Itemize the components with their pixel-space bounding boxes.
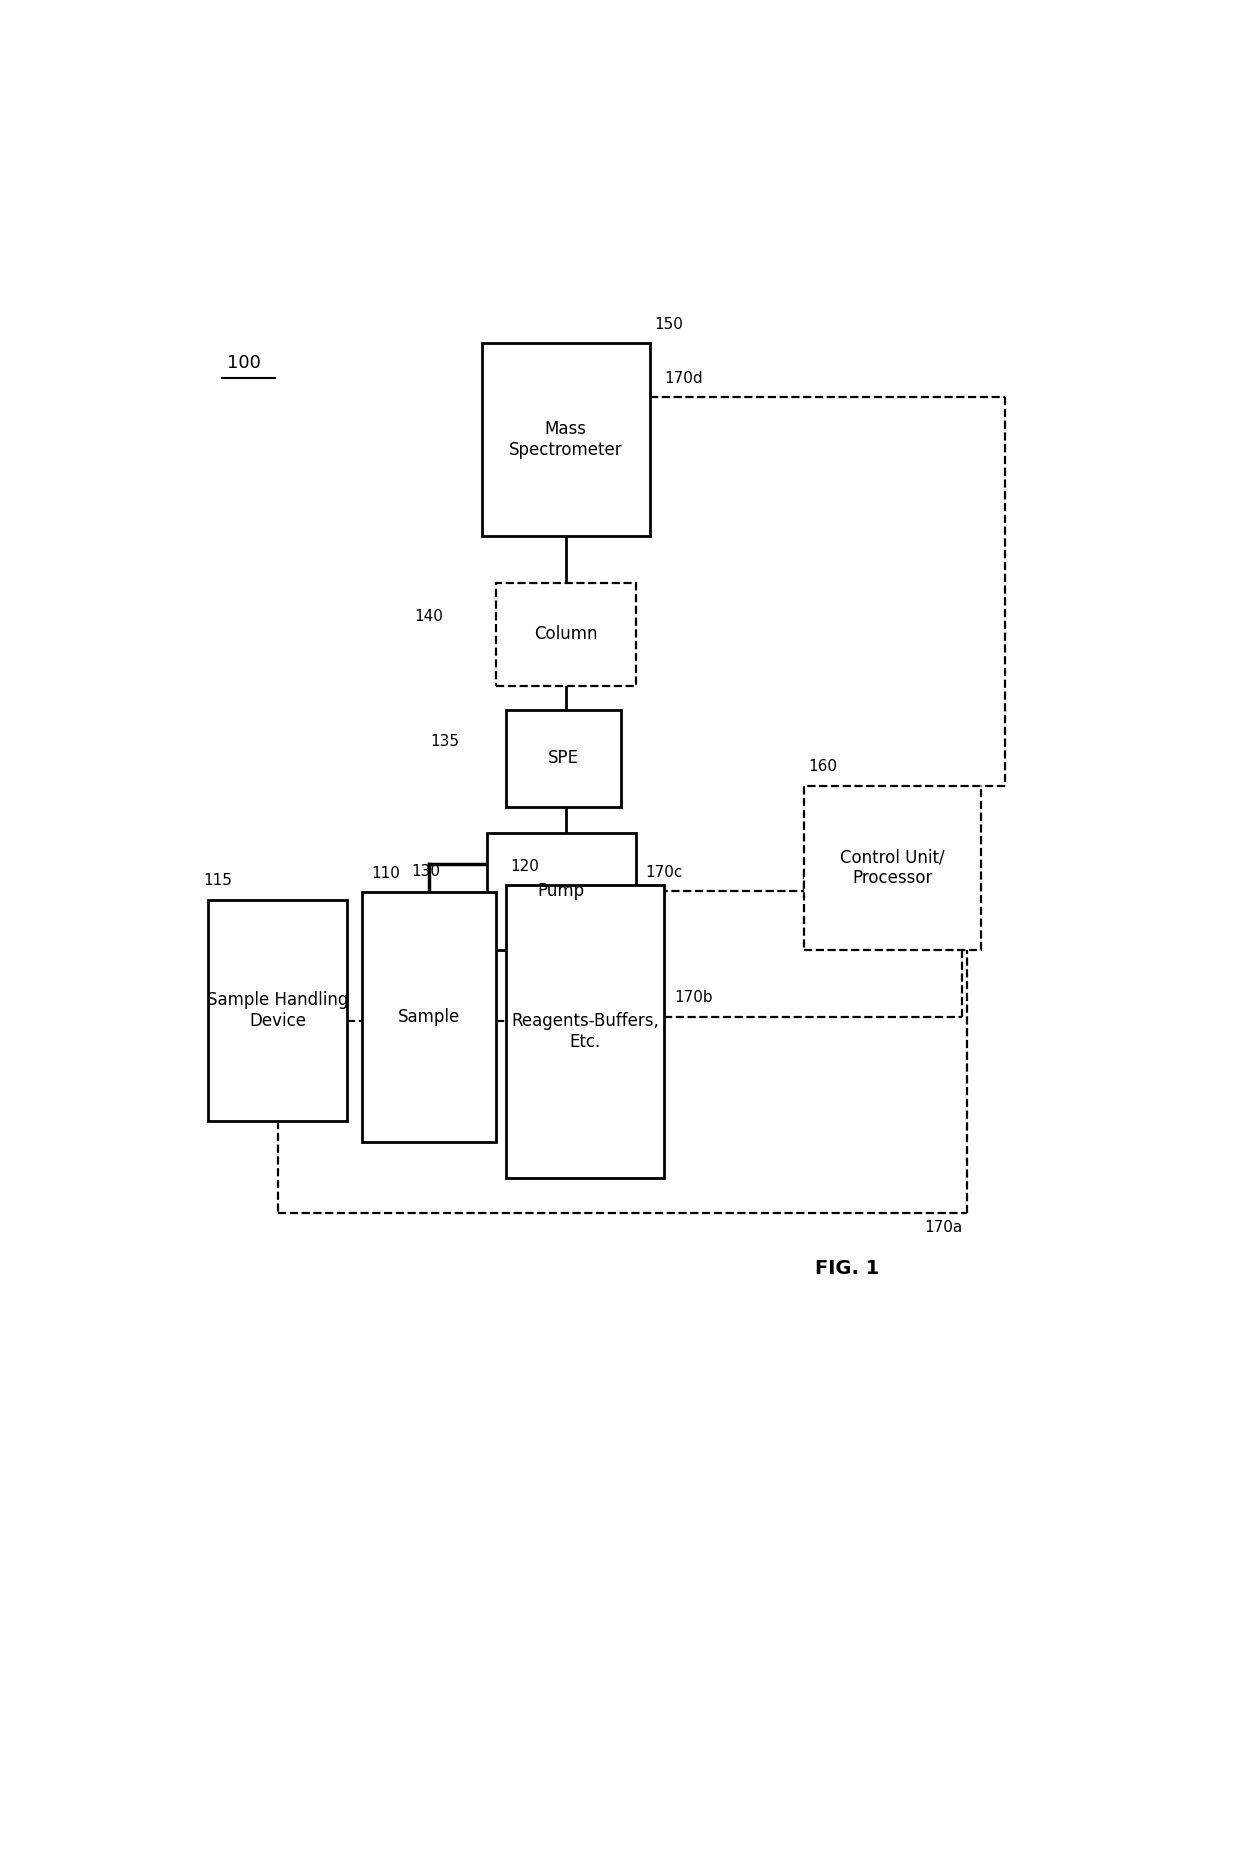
Bar (208, 900, 347, 1120)
Text: Control Unit/
Processor: Control Unit/ Processor (841, 848, 945, 887)
Text: 140: 140 (414, 609, 444, 624)
Text: 150: 150 (655, 317, 683, 332)
Bar (481, 343, 650, 535)
Text: SPE: SPE (548, 750, 579, 767)
Text: Column: Column (534, 626, 598, 643)
Text: 120: 120 (511, 859, 539, 874)
Text: 110: 110 (371, 867, 401, 882)
Text: Mass
Spectrometer: Mass Spectrometer (508, 420, 622, 459)
Bar (506, 885, 665, 1178)
Bar (804, 785, 982, 950)
Text: 135: 135 (430, 733, 460, 748)
Text: 170c: 170c (645, 865, 682, 880)
Text: Sample Handling
Device: Sample Handling Device (207, 991, 348, 1030)
Text: 130: 130 (412, 865, 440, 880)
Text: 170b: 170b (675, 991, 713, 1006)
Text: Sample: Sample (398, 1007, 460, 1026)
Text: Reagents-Buffers,
Etc.: Reagents-Buffers, Etc. (511, 1011, 658, 1050)
Text: 160: 160 (808, 759, 837, 774)
Bar (362, 893, 496, 1143)
Text: 115: 115 (203, 872, 232, 889)
Text: Pump: Pump (537, 882, 584, 900)
Bar (486, 833, 635, 950)
Bar (506, 709, 621, 807)
Text: 170a: 170a (924, 1220, 962, 1235)
Text: 170d: 170d (665, 370, 703, 385)
Text: FIG. 1: FIG. 1 (815, 1259, 879, 1278)
Bar (496, 583, 635, 685)
Text: 100: 100 (227, 354, 260, 372)
